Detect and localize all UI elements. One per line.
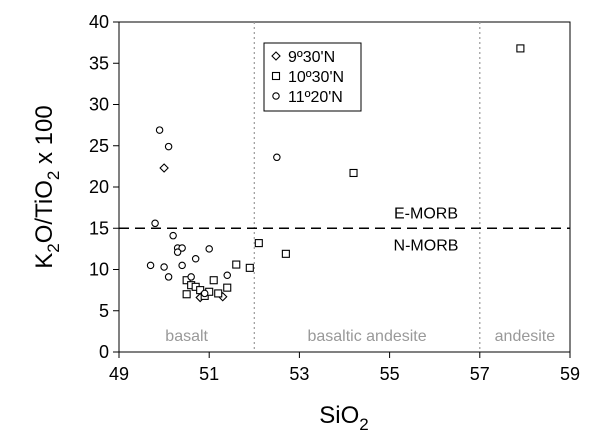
circle-data-point	[178, 261, 186, 270]
square-data-point	[254, 239, 263, 248]
x-axis-title-main: SiO	[319, 402, 359, 429]
x-tick-label: 53	[289, 364, 309, 384]
legend-label: 9º30'N	[288, 49, 335, 66]
circle-data-point	[146, 261, 155, 270]
y-axis-title-part: x 100	[31, 105, 58, 170]
circle-data-point	[178, 244, 186, 252]
reference-label-above: E-MORB	[394, 205, 458, 222]
circle-data-point	[173, 248, 182, 256]
y-tick-label: 10	[89, 260, 109, 280]
square-data-point	[516, 44, 525, 53]
region-labels: basalt basaltic andesite andesite	[165, 328, 555, 345]
region-label: andesite	[495, 328, 556, 345]
region-label: basaltic andesite	[307, 328, 426, 345]
square-data-point	[349, 168, 358, 178]
reference-label-below: N-MORB	[394, 237, 459, 254]
square-data-point	[245, 263, 254, 272]
data-points	[146, 44, 525, 303]
legend-box	[263, 42, 362, 112]
legend: 9º30'N 10º30'N 11º20'N	[263, 42, 362, 112]
y-tick-label: 25	[89, 136, 109, 156]
circle-data-point	[200, 289, 209, 298]
x-tick-label: 55	[380, 364, 400, 384]
legend-label: 10º30'N	[288, 69, 344, 86]
region-label: basalt	[165, 328, 208, 345]
y-tick-label: 5	[99, 301, 109, 321]
y-axis-title: K2O/TiO2 x 100	[31, 105, 63, 268]
region-dividers	[253, 22, 481, 352]
circle-data-point	[164, 142, 173, 151]
y-axis-ticks: 0 5 10 15 20 25 30 35 40	[89, 12, 119, 362]
square-data-point	[281, 249, 290, 258]
circle-data-point	[155, 126, 164, 134]
legend-label: 11º20'N	[288, 89, 343, 106]
circle-data-point	[273, 153, 281, 162]
x-axis-title: SiO2	[319, 402, 368, 434]
x-tick-label: 59	[560, 364, 580, 384]
y-tick-label: 40	[89, 12, 109, 32]
square-data-point	[214, 289, 223, 298]
circle-data-point	[223, 271, 231, 280]
square-data-point	[232, 260, 241, 269]
y-axis-title-part: K	[31, 253, 58, 269]
x-axis-title-sub: 2	[359, 415, 368, 434]
circle-data-point	[205, 245, 213, 253]
x-tick-label: 49	[109, 364, 129, 384]
legend-diamond-marker	[271, 51, 281, 61]
x-axis-ticks: 49 51 53 55 57 59	[109, 352, 580, 384]
y-tick-label: 15	[89, 218, 109, 238]
y-tick-label: 20	[89, 177, 109, 197]
legend-square-marker	[271, 71, 281, 81]
diamond-data-point	[159, 163, 169, 173]
square-data-point	[223, 283, 232, 292]
x-tick-label: 51	[199, 364, 219, 384]
y-tick-label: 30	[89, 95, 109, 115]
y-tick-label: 0	[99, 342, 109, 362]
circle-data-point	[151, 219, 159, 228]
y-axis-title-sub: 2	[44, 243, 63, 252]
y-axis-title-part: O/TiO	[31, 180, 58, 243]
y-tick-label: 35	[89, 53, 109, 73]
circle-data-point	[164, 273, 173, 281]
reference-line-group: E-MORB N-MORB	[119, 205, 570, 254]
circle-data-point	[187, 273, 195, 281]
circle-data-point	[169, 231, 177, 240]
square-data-point	[182, 290, 191, 299]
legend-circle-marker	[272, 92, 280, 100]
y-axis-title-sub: 2	[44, 171, 63, 180]
square-data-point	[209, 276, 218, 285]
circle-data-point	[160, 263, 168, 271]
circle-data-point	[191, 255, 200, 263]
x-tick-label: 57	[470, 364, 490, 384]
